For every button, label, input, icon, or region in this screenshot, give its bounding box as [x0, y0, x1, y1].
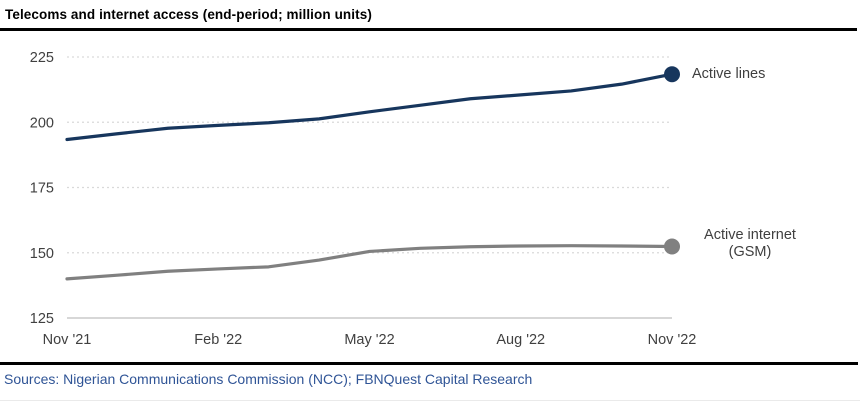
x-tick-label: Feb '22	[194, 332, 242, 348]
y-tick-label: 225	[30, 50, 54, 66]
x-tick-label: Nov '21	[43, 332, 92, 348]
y-tick-label: 200	[30, 115, 54, 131]
series-label-active-internet: Active internet (GSM)	[688, 227, 812, 261]
y-tick-label: 125	[30, 311, 54, 327]
series-line-active-internet-gsm-	[65, 244, 674, 281]
x-tick-label: May '22	[344, 332, 394, 348]
series-line-active-lines	[65, 72, 674, 142]
x-tick-label: Aug '22	[496, 332, 545, 348]
series-label-active-internet-line1: Active internet	[704, 227, 796, 243]
series-label-active-internet-line2: (GSM)	[728, 244, 772, 260]
y-tick-label: 150	[30, 246, 54, 262]
chart-svg: 125 150 175 200 225 Nov '21 Feb '22 May '22 Aug …	[30, 50, 697, 348]
sources-text: Sources: Nigerian Communications Commiss…	[4, 371, 533, 387]
series-end-marker	[664, 238, 680, 255]
chart-title: Telecoms and internet access (end-period…	[0, 0, 857, 31]
y-tick-label: 175	[30, 181, 54, 197]
x-tick-label: Nov '22	[648, 332, 697, 348]
series-label-active-lines: Active lines	[692, 66, 766, 82]
series-end-marker	[664, 66, 680, 83]
footer-divider	[0, 362, 858, 365]
